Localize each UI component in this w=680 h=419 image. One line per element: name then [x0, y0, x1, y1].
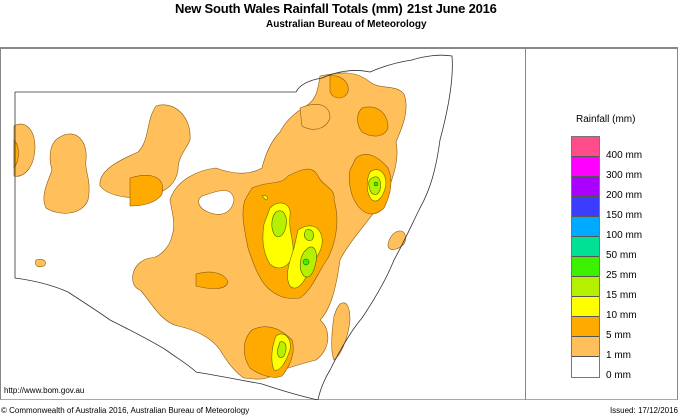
legend-label-150: 150 mm [606, 210, 643, 221]
legend-label-300: 300 mm [606, 170, 643, 181]
legend-color-bar [571, 136, 600, 378]
legend-swatch-300 [572, 157, 599, 177]
legend-title: Rainfall (mm) [576, 114, 636, 125]
legend-swatch-50 [572, 237, 599, 257]
legend-swatch-400-plus [572, 137, 599, 157]
legend-swatch-25 [572, 257, 599, 277]
legend-swatch-150 [572, 197, 599, 217]
legend-label-400: 400 mm [606, 150, 643, 161]
legend-label-200: 200 mm [606, 190, 643, 201]
legend-label-50: 50 mm [606, 250, 637, 261]
legend-label-0: 0 mm [606, 370, 631, 381]
rainfall-map [0, 48, 526, 400]
legend-swatch-0 [572, 357, 599, 377]
legend-swatch-15 [572, 277, 599, 297]
legend: Rainfall (mm) 400 mm 300 mm 200 mm 150 m… [526, 48, 678, 400]
legend-label-100: 100 mm [606, 230, 643, 241]
copyright-notice: © Commonwealth of Australia 2016, Austra… [1, 406, 250, 415]
title-text: New South Wales Rainfall Totals (mm) [175, 1, 403, 16]
title-date: 21st June 2016 [407, 1, 497, 16]
legend-label-25: 25 mm [606, 270, 637, 281]
legend-label-10: 10 mm [606, 310, 637, 321]
nsw-map-svg [13, 54, 453, 400]
legend-swatch-1 [572, 337, 599, 357]
legend-swatch-5 [572, 317, 599, 337]
legend-label-15: 15 mm [606, 290, 637, 301]
legend-swatch-100 [572, 217, 599, 237]
subtitle: Australian Bureau of Meteorology [266, 19, 427, 30]
plot-frame [0, 47, 678, 400]
legend-label-1: 1 mm [606, 350, 631, 361]
legend-swatch-200 [572, 177, 599, 197]
issued-date: Issued: 17/12/2016 [609, 406, 678, 415]
legend-label-5: 5 mm [606, 330, 631, 341]
legend-swatch-10 [572, 297, 599, 317]
bom-url-link[interactable]: http://www.bom.gov.au [4, 386, 85, 395]
